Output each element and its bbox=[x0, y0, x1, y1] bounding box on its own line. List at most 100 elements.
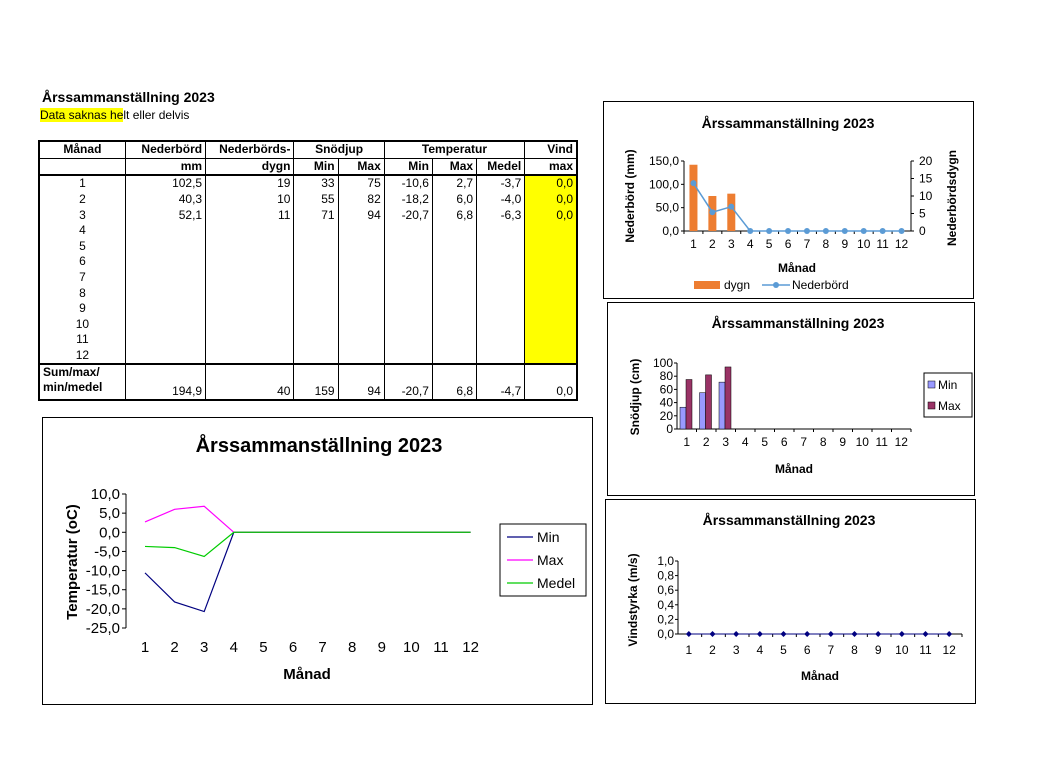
series-line bbox=[692, 182, 902, 232]
subheader-snow-min: Min bbox=[293, 158, 339, 177]
cell-t-max bbox=[431, 269, 478, 286]
cell-snow-min bbox=[293, 254, 339, 270]
y-tick-label: 0,0 bbox=[99, 524, 120, 541]
subheader-temp-max: Max bbox=[431, 158, 478, 177]
x-tick-label: 4 bbox=[742, 435, 749, 449]
cell-snow-min: 71 bbox=[293, 207, 339, 223]
cell-t-max bbox=[431, 238, 478, 255]
cell-wind bbox=[524, 347, 578, 365]
x-tick-label: 10 bbox=[857, 237, 871, 251]
cell-snow-max bbox=[337, 222, 385, 239]
statistics-table: Månad Nederbörd Nederbörds- Snödjup Temp… bbox=[38, 140, 578, 402]
cell-t-min bbox=[383, 316, 433, 333]
y-tick-label: -5,0 bbox=[94, 543, 120, 560]
y-tick-label: 0 bbox=[666, 422, 673, 436]
chart-title: Årssammanställning 2023 bbox=[196, 433, 443, 457]
x-tick-label: 6 bbox=[785, 237, 792, 251]
cell-precip bbox=[124, 332, 207, 348]
cell-t-min bbox=[383, 269, 433, 286]
x-tick-label: 11 bbox=[433, 639, 449, 656]
y-tick-label: 0,2 bbox=[657, 612, 674, 626]
legend-label: Nederbörd bbox=[792, 278, 849, 292]
cell-snow-max: 75 bbox=[337, 175, 385, 192]
line-point bbox=[822, 228, 829, 234]
cell-t-mean bbox=[476, 300, 526, 317]
y-axis-label: Nederbörd (mm) bbox=[623, 149, 637, 242]
bar bbox=[718, 381, 726, 430]
y-tick-label: 0,0 bbox=[662, 224, 679, 238]
cell-days bbox=[205, 347, 295, 365]
cell-days bbox=[205, 222, 295, 239]
x-tick-label: 11 bbox=[876, 237, 889, 251]
header-wind: Vind bbox=[524, 141, 578, 159]
legend-label: dygn bbox=[724, 278, 750, 292]
line-point bbox=[875, 631, 882, 637]
line-point bbox=[709, 631, 716, 637]
cell-days bbox=[205, 238, 295, 255]
bar bbox=[724, 366, 732, 430]
bar bbox=[685, 379, 693, 430]
x-axis-label: Månad bbox=[801, 669, 839, 683]
line-point bbox=[709, 209, 716, 216]
y2-tick-label: 15 bbox=[919, 172, 933, 186]
subheader-snow-max: Max bbox=[337, 158, 385, 177]
cell-t-max bbox=[431, 285, 478, 301]
y-axis-label: Temperatur (oC) bbox=[64, 504, 81, 620]
cell-t-max: 6,8 bbox=[431, 207, 478, 223]
legend-label: Min bbox=[537, 529, 560, 545]
line-point bbox=[733, 631, 740, 637]
cell-precip bbox=[124, 300, 207, 317]
cell-t-mean bbox=[476, 269, 526, 286]
cell-days: 10 bbox=[205, 191, 295, 208]
y-tick-label: 40 bbox=[660, 396, 674, 410]
y2-axis-label: Nederbördsdygn bbox=[945, 150, 959, 246]
summary-label: Sum/max/min/medel bbox=[38, 363, 126, 401]
x-tick-label: 8 bbox=[823, 237, 830, 251]
line-point bbox=[841, 228, 848, 234]
cell-wind bbox=[524, 269, 578, 286]
cell-t-mean: -3,7 bbox=[476, 175, 526, 192]
missing-data-note-rest: lt eller delvis bbox=[123, 108, 190, 122]
cell-month: 10 bbox=[38, 316, 126, 333]
cell-wind bbox=[524, 238, 578, 255]
line-point bbox=[690, 180, 697, 187]
x-tick-label: 12 bbox=[462, 639, 479, 656]
cell-month: 12 bbox=[38, 347, 126, 365]
cell-t-min bbox=[383, 332, 433, 348]
table-row: 10 bbox=[38, 316, 578, 333]
y2-tick-label: 5 bbox=[919, 207, 926, 221]
summary-snow-max: 94 bbox=[337, 363, 385, 401]
cell-month: 7 bbox=[38, 269, 126, 286]
table-row: 4 bbox=[38, 222, 578, 239]
temperature-chart: Årssammanställning 2023 10,0 5,0 0,0 -5,0 -10… bbox=[42, 417, 593, 705]
line-point bbox=[922, 631, 929, 637]
cell-t-min bbox=[383, 238, 433, 255]
x-tick-label: 2 bbox=[170, 639, 178, 656]
y-tick-label: -25,0 bbox=[86, 620, 120, 637]
cell-precip bbox=[124, 238, 207, 255]
cell-days bbox=[205, 269, 295, 286]
bar bbox=[699, 392, 706, 430]
line-point bbox=[756, 631, 763, 637]
cell-t-min bbox=[383, 222, 433, 239]
x-tick-label: 5 bbox=[259, 639, 267, 656]
y-axis-label: Vindstyrka (m/s) bbox=[626, 553, 640, 646]
bar bbox=[705, 374, 712, 430]
summary-t-min: -20,7 bbox=[383, 363, 433, 401]
cell-wind bbox=[524, 254, 578, 270]
x-tick-label: 6 bbox=[781, 435, 788, 449]
cell-month: 6 bbox=[38, 254, 126, 270]
cell-snow-max bbox=[337, 300, 385, 317]
table-row: 12 bbox=[38, 347, 578, 365]
cell-days: 11 bbox=[205, 207, 295, 223]
cell-days: 19 bbox=[205, 175, 295, 192]
x-tick-label: 1 bbox=[141, 639, 149, 656]
chart-title: Årssammanställning 2023 bbox=[703, 512, 876, 528]
x-tick-label: 10 bbox=[403, 639, 420, 656]
cell-snow-max: 94 bbox=[337, 207, 385, 223]
cell-month: 4 bbox=[38, 222, 126, 239]
x-axis-label: Månad bbox=[283, 666, 331, 683]
cell-month: 2 bbox=[38, 191, 126, 208]
cell-snow-max bbox=[337, 269, 385, 286]
cell-snow-min bbox=[293, 238, 339, 255]
